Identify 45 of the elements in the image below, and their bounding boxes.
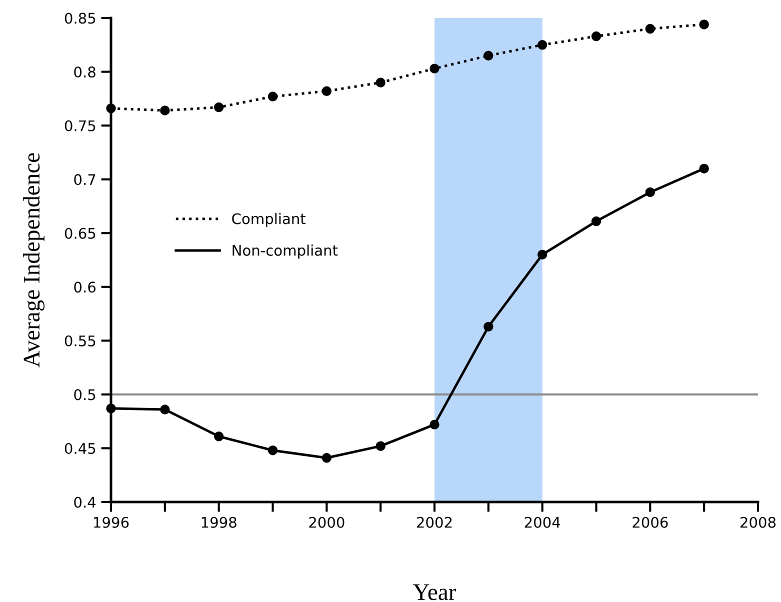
point — [160, 404, 170, 414]
point — [268, 92, 278, 102]
x-tick-label: 2004 — [524, 516, 560, 528]
x-tick-label: 2006 — [632, 516, 668, 528]
point — [214, 432, 224, 442]
point — [322, 86, 332, 96]
legend-label: Non-compliant — [232, 244, 338, 259]
x-tick-label: 1998 — [202, 516, 236, 528]
legend-label: Compliant — [232, 212, 306, 228]
point — [699, 164, 709, 174]
point — [537, 40, 548, 50]
y-tick-label: 0.55 — [64, 335, 96, 346]
point — [591, 216, 602, 226]
y-tick-label: 0.4 — [74, 496, 96, 508]
x-tick-label: 1996 — [94, 516, 129, 528]
point — [430, 64, 440, 74]
point — [484, 50, 494, 61]
x-axis-title: Year — [413, 584, 456, 600]
point — [160, 106, 170, 116]
point — [322, 453, 332, 463]
point — [645, 187, 656, 198]
point — [106, 103, 116, 114]
y-axis-title: Average Independence — [23, 153, 44, 368]
y-tick-label: 0.5 — [74, 389, 96, 400]
point — [591, 31, 602, 42]
point — [699, 20, 709, 30]
point — [430, 420, 440, 430]
point — [376, 78, 386, 88]
y-tick-label: 0.8 — [74, 66, 96, 78]
point — [645, 24, 656, 34]
y-tick-label: 0.85 — [64, 12, 96, 24]
point — [537, 250, 548, 260]
y-tick-label: 0.65 — [64, 228, 96, 239]
y-tick-label: 0.75 — [64, 120, 96, 132]
y-tick-label: 0.7 — [74, 174, 96, 186]
x-tick-label: 2002 — [417, 516, 452, 528]
y-tick-label: 0.6 — [74, 282, 96, 293]
point — [268, 446, 278, 456]
y-tick-label: 0.45 — [64, 442, 96, 454]
x-tick-label: 2008 — [740, 516, 776, 528]
point — [106, 404, 116, 414]
point — [484, 322, 494, 332]
point — [376, 441, 386, 451]
x-tick-label: 2000 — [309, 516, 344, 528]
point — [214, 102, 224, 112]
